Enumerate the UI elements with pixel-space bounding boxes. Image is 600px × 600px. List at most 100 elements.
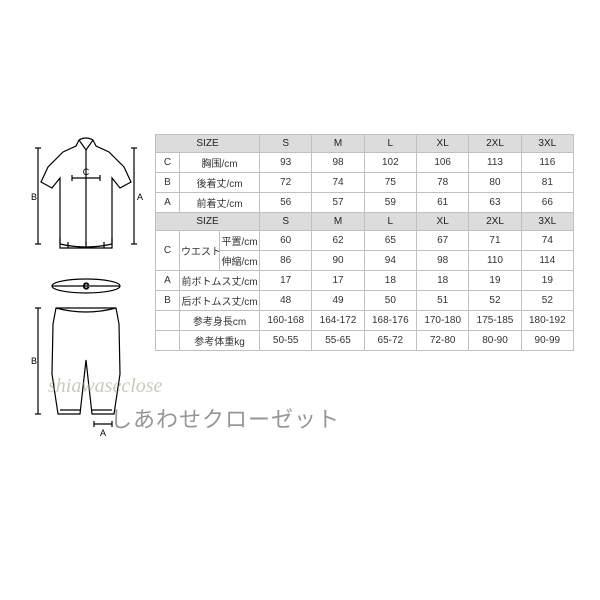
val: 180-192 — [521, 311, 573, 331]
val: 57 — [312, 193, 364, 213]
size-3xl: 3XL — [521, 135, 573, 153]
mark-cell: C — [156, 231, 180, 271]
val: 65 — [364, 231, 416, 251]
val: 17 — [260, 271, 312, 291]
val: 116 — [521, 153, 573, 173]
diagram-column: C B A C B A — [20, 110, 155, 490]
val: 18 — [417, 271, 469, 291]
val: 63 — [469, 193, 521, 213]
val: 49 — [312, 291, 364, 311]
val: 18 — [364, 271, 416, 291]
size-chart-card: C B A C B A — [20, 110, 580, 490]
val: 170-180 — [417, 311, 469, 331]
size-s: S — [260, 135, 312, 153]
val: 66 — [521, 193, 573, 213]
svg-text:B: B — [31, 192, 37, 202]
mark-cell: B — [156, 291, 180, 311]
val: 94 — [364, 251, 416, 271]
svg-text:B: B — [31, 356, 37, 366]
val: 65-72 — [364, 331, 416, 351]
weight-label: 参考体重kg — [180, 331, 260, 351]
val: 114 — [521, 251, 573, 271]
size-label: SIZE — [156, 213, 260, 231]
mark-cell: A — [156, 193, 180, 213]
val: 80 — [469, 173, 521, 193]
label-cell: 后ボトムス丈/cm — [180, 291, 260, 311]
val: 60 — [260, 231, 312, 251]
svg-text:C: C — [83, 282, 89, 291]
val: 86 — [260, 251, 312, 271]
mark-cell: C — [156, 153, 180, 173]
val: 17 — [312, 271, 364, 291]
size-label: SIZE — [156, 135, 260, 153]
table-row: A 前着丈/cm 56 57 59 61 63 66 — [156, 193, 574, 213]
val: 160-168 — [260, 311, 312, 331]
val: 72-80 — [417, 331, 469, 351]
size-l: L — [364, 135, 416, 153]
size-m: M — [312, 213, 364, 231]
size-m: M — [312, 135, 364, 153]
mark-cell: B — [156, 173, 180, 193]
table-row: B 後着丈/cm 72 74 75 78 80 81 — [156, 173, 574, 193]
svg-text:A: A — [100, 428, 106, 438]
val: 175-185 — [469, 311, 521, 331]
val: 67 — [417, 231, 469, 251]
waist-label: ウエスト — [180, 231, 220, 271]
header-row-bottom: SIZE S M L XL 2XL 3XL — [156, 213, 574, 231]
label-cell: 後着丈/cm — [180, 173, 260, 193]
val: 93 — [260, 153, 312, 173]
label-cell: 前着丈/cm — [180, 193, 260, 213]
val: 113 — [469, 153, 521, 173]
height-label: 参考身長cm — [180, 311, 260, 331]
val: 59 — [364, 193, 416, 213]
val: 19 — [469, 271, 521, 291]
val: 98 — [312, 153, 364, 173]
val: 74 — [312, 173, 364, 193]
val: 72 — [260, 173, 312, 193]
val: 62 — [312, 231, 364, 251]
val: 50 — [364, 291, 416, 311]
size-xl: XL — [417, 213, 469, 231]
val: 90 — [312, 251, 364, 271]
shorts-diagram: C B A — [24, 274, 149, 444]
header-row-top: SIZE S M L XL 2XL 3XL — [156, 135, 574, 153]
val: 55-65 — [312, 331, 364, 351]
table-row: C 胸围/cm 93 98 102 106 113 116 — [156, 153, 574, 173]
val: 61 — [417, 193, 469, 213]
table-row: 参考身長cm 160-168 164-172 168-176 170-180 1… — [156, 311, 574, 331]
table-row: B 后ボトムス丈/cm 48 49 50 51 52 52 — [156, 291, 574, 311]
val: 80-90 — [469, 331, 521, 351]
val: 78 — [417, 173, 469, 193]
val: 164-172 — [312, 311, 364, 331]
table-column: SIZE S M L XL 2XL 3XL C 胸围/cm 93 98 102 … — [155, 110, 580, 490]
val: 106 — [417, 153, 469, 173]
svg-text:C: C — [83, 167, 90, 177]
size-2xl: 2XL — [469, 213, 521, 231]
val: 71 — [469, 231, 521, 251]
val: 52 — [521, 291, 573, 311]
val: 51 — [417, 291, 469, 311]
waist-flat-label: 平置/cm — [220, 231, 260, 251]
val: 74 — [521, 231, 573, 251]
val: 98 — [417, 251, 469, 271]
val: 90-99 — [521, 331, 573, 351]
svg-text:A: A — [137, 192, 143, 202]
val: 75 — [364, 173, 416, 193]
val: 50-55 — [260, 331, 312, 351]
val: 110 — [469, 251, 521, 271]
val: 56 — [260, 193, 312, 213]
size-xl: XL — [417, 135, 469, 153]
jersey-diagram: C B A — [24, 134, 149, 274]
label-cell: 胸围/cm — [180, 153, 260, 173]
table-row: 参考体重kg 50-55 55-65 65-72 72-80 80-90 90-… — [156, 331, 574, 351]
waist-stretch-label: 伸縮/cm — [220, 251, 260, 271]
val: 52 — [469, 291, 521, 311]
val: 168-176 — [364, 311, 416, 331]
val: 48 — [260, 291, 312, 311]
size-table: SIZE S M L XL 2XL 3XL C 胸围/cm 93 98 102 … — [155, 134, 574, 351]
val: 81 — [521, 173, 573, 193]
table-row: A 前ボトムス丈/cm 17 17 18 18 19 19 — [156, 271, 574, 291]
table-row: C ウエスト 平置/cm 60 62 65 67 71 74 — [156, 231, 574, 251]
size-l: L — [364, 213, 416, 231]
size-2xl: 2XL — [469, 135, 521, 153]
